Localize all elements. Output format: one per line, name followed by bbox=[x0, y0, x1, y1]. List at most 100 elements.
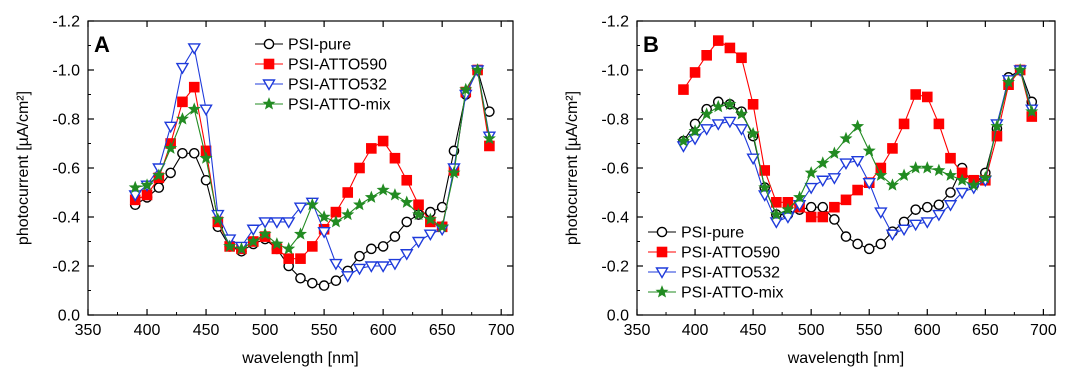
data-point bbox=[294, 227, 307, 240]
data-point bbox=[329, 258, 343, 271]
data-point bbox=[423, 212, 437, 225]
data-point bbox=[827, 146, 841, 159]
y-tick-label: -0.8 bbox=[52, 112, 80, 129]
data-point bbox=[281, 217, 296, 229]
data-point bbox=[354, 250, 365, 262]
data-point bbox=[736, 52, 747, 64]
data-point bbox=[188, 81, 200, 93]
data-point bbox=[376, 261, 390, 273]
data-point bbox=[295, 272, 306, 284]
x-tick-label: 600 bbox=[370, 322, 397, 339]
data-point bbox=[199, 151, 213, 164]
data-point bbox=[412, 207, 426, 221]
data-point bbox=[804, 182, 818, 195]
data-point bbox=[932, 163, 946, 176]
data-point bbox=[898, 118, 910, 130]
data-point bbox=[354, 162, 365, 174]
data-point bbox=[153, 182, 165, 193]
data-point bbox=[258, 227, 272, 240]
data-point bbox=[699, 124, 714, 136]
x-tick-label: 550 bbox=[311, 322, 338, 339]
data-point bbox=[712, 35, 724, 46]
chart-panel-B: 350 400 450 500 550 600 650 700 0.0 -0.2 -0.4 -0.6 -… bbox=[564, 14, 1057, 368]
data-point bbox=[933, 118, 945, 130]
data-point bbox=[199, 104, 213, 117]
data-point bbox=[305, 197, 319, 211]
legend: PSI-pure PSI-ATTO590 PSI-ATTO532 PSI-ATTO-m… bbox=[255, 37, 391, 114]
data-point bbox=[874, 168, 888, 181]
data-point bbox=[1002, 75, 1016, 88]
x-tick-label: 600 bbox=[914, 322, 941, 339]
data-point bbox=[829, 214, 840, 225]
data-point bbox=[447, 166, 461, 179]
series-PSI-ATTO-mix bbox=[676, 63, 1039, 221]
data-point bbox=[723, 116, 737, 129]
x-tick-label: 650 bbox=[429, 322, 456, 339]
data-point bbox=[769, 217, 784, 229]
data-point bbox=[897, 224, 911, 237]
data-point bbox=[366, 243, 377, 255]
data-point bbox=[400, 249, 414, 261]
data-point bbox=[816, 175, 830, 188]
data-point bbox=[910, 89, 921, 100]
data-point bbox=[885, 178, 899, 191]
data-point bbox=[140, 178, 154, 191]
data-point bbox=[1013, 63, 1027, 76]
data-point bbox=[282, 242, 296, 255]
data-point bbox=[921, 201, 933, 213]
data-point bbox=[307, 277, 318, 289]
data-point bbox=[852, 184, 863, 196]
legend-marker bbox=[263, 58, 275, 70]
data-point bbox=[863, 243, 875, 255]
data-point bbox=[175, 112, 189, 125]
legend-label: PSI-ATTO590 bbox=[288, 57, 387, 74]
y-tick-label: 0.0 bbox=[58, 308, 80, 325]
data-point bbox=[723, 97, 737, 110]
data-point bbox=[781, 212, 795, 224]
data-point bbox=[377, 241, 389, 252]
y-axis-label: photocurrent [µA/cm²] bbox=[564, 91, 581, 245]
legend-marker bbox=[656, 246, 668, 258]
data-point bbox=[804, 166, 818, 179]
data-point bbox=[188, 147, 200, 159]
data-point bbox=[676, 134, 690, 147]
data-point bbox=[908, 219, 923, 232]
data-point bbox=[246, 234, 260, 248]
x-axis-label: wavelength [nm] bbox=[241, 350, 359, 367]
data-point bbox=[955, 187, 969, 200]
data-point bbox=[724, 42, 736, 54]
data-point bbox=[187, 102, 201, 115]
legend-marker bbox=[655, 267, 669, 279]
legend-marker bbox=[262, 97, 276, 110]
x-tick-label: 350 bbox=[624, 322, 651, 339]
data-point bbox=[388, 258, 402, 271]
data-point bbox=[945, 152, 956, 164]
x-tick-label: 450 bbox=[740, 322, 767, 339]
data-point bbox=[165, 167, 176, 179]
x-tick-label: 350 bbox=[75, 322, 102, 339]
data-point bbox=[850, 155, 865, 168]
data-point bbox=[711, 99, 725, 113]
x-tick-label: 400 bbox=[134, 322, 161, 339]
data-point bbox=[223, 239, 237, 252]
data-point bbox=[805, 201, 817, 213]
data-point bbox=[933, 199, 945, 211]
legend-marker bbox=[262, 79, 276, 91]
panel-label: A bbox=[94, 32, 110, 57]
data-point bbox=[734, 124, 749, 136]
data-point bbox=[747, 99, 759, 110]
data-point bbox=[341, 271, 355, 283]
data-point bbox=[270, 237, 284, 250]
data-point bbox=[342, 187, 354, 198]
panel-label: B bbox=[643, 32, 659, 57]
data-point bbox=[400, 195, 414, 208]
data-point bbox=[471, 63, 485, 76]
y-tick-label: 0.0 bbox=[607, 308, 629, 325]
data-point bbox=[459, 82, 473, 96]
series-PSI-ATTO532 bbox=[676, 65, 1039, 242]
data-point bbox=[484, 106, 495, 117]
data-point bbox=[689, 67, 701, 78]
data-point bbox=[317, 226, 331, 239]
data-point bbox=[688, 124, 702, 137]
x-tick-label: 500 bbox=[252, 322, 279, 339]
